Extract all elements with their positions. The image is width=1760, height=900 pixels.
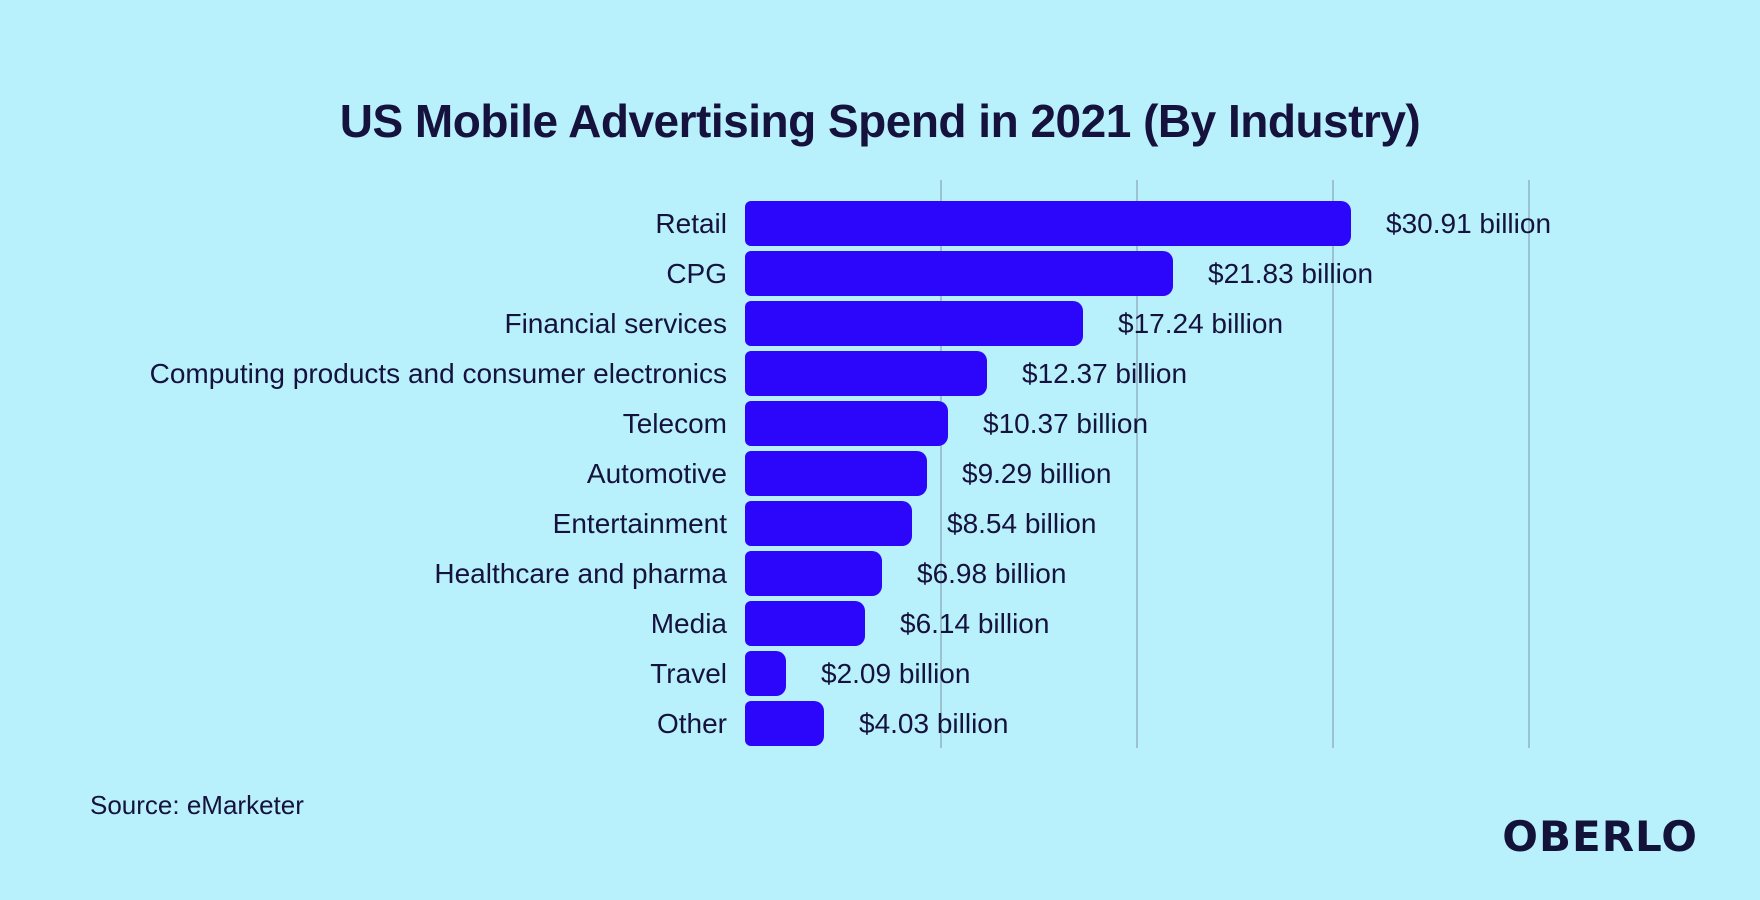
value-label: $9.29 billion [962,458,1112,489]
bar-row: Healthcare and pharma $6.98 billion [0,551,1760,596]
category-label: Travel [650,658,727,689]
source-note: Source: eMarketer [90,790,304,820]
value-label: $2.09 billion [821,658,971,689]
category-label: Financial services [504,308,727,339]
value-label: $6.98 billion [917,558,1067,589]
x-gridline-40b [1528,180,1530,748]
value-label: $8.54 billion [947,508,1097,539]
bar-row: Retail $30.91 billion [0,201,1760,246]
bar-telecom [745,401,948,446]
oberlo-logo: OBERLO [1502,812,1698,861]
bar-row: Computing products and consumer electron… [0,351,1760,396]
value-label: $6.14 billion [900,608,1050,639]
value-label: $30.91 billion [1386,208,1552,239]
bar-row: Entertainment $8.54 billion [0,501,1760,546]
chart-title: US Mobile Advertising Spend in 2021 (By … [339,95,1421,147]
category-label: Computing products and consumer electron… [149,358,727,389]
category-label: Media [650,608,727,639]
bar-row: Automotive $9.29 billion [0,451,1760,496]
x-gridline-30b [1332,180,1334,748]
category-label: Telecom [622,408,727,439]
bar-row: Telecom $10.37 billion [0,401,1760,446]
x-gridline-10b [940,180,942,748]
bar-healthcare-and-pharma [745,551,882,596]
category-label: Entertainment [552,508,727,539]
bar-financial-services [745,301,1083,346]
category-label: CPG [666,258,727,289]
value-label: $12.37 billion [1022,358,1188,389]
value-label: $17.24 billion [1118,308,1284,339]
bar-media [745,601,865,646]
x-gridline-20b [1136,180,1138,748]
value-label: $4.03 billion [859,708,1009,739]
bar-row: Other $4.03 billion [0,701,1760,746]
bar-travel [745,651,786,696]
bar-entertainment [745,501,912,546]
category-label: Retail [655,208,727,239]
value-label: $10.37 billion [983,408,1149,439]
bar-row: CPG $21.83 billion [0,251,1760,296]
bar-other [745,701,824,746]
bar-retail [745,201,1351,246]
category-label: Healthcare and pharma [434,558,727,589]
bar-cpg [745,251,1173,296]
bar-computing-products-and-consumer-electronics [745,351,987,396]
bar-row: Travel $2.09 billion [0,651,1760,696]
category-label: Other [656,708,727,739]
bar-row: Financial services $17.24 billion [0,301,1760,346]
value-label: $21.83 billion [1208,258,1374,289]
category-label: Automotive [586,458,727,489]
bar-row: Media $6.14 billion [0,601,1760,646]
bar-automotive [745,451,927,496]
